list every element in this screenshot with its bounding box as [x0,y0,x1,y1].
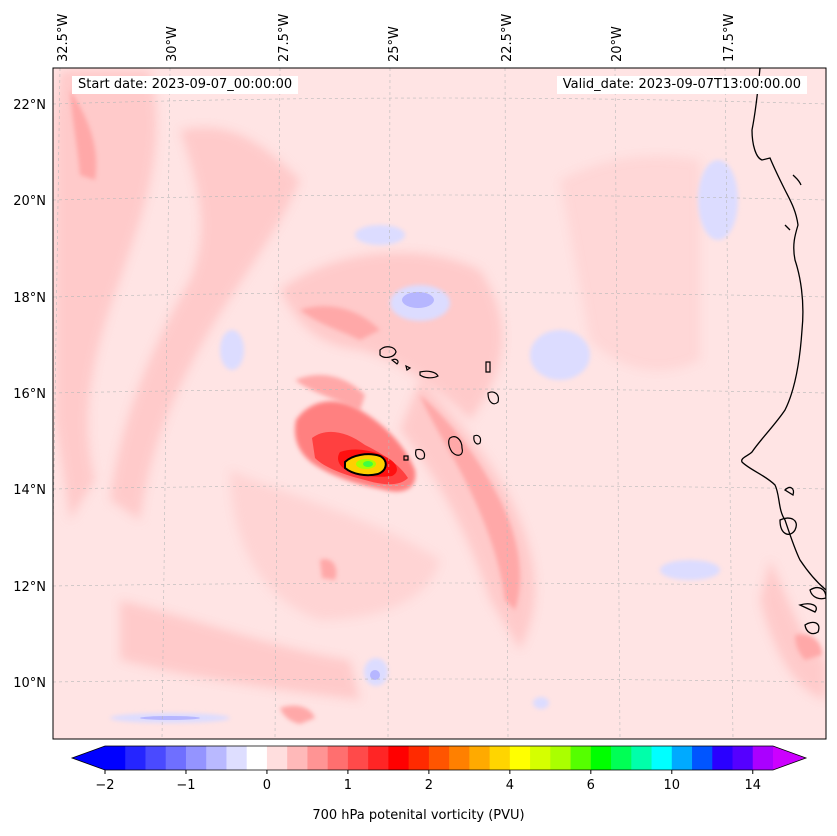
colorbar-cell [125,746,146,770]
colorbar-cell [327,746,349,770]
colorbar-cell [428,746,450,770]
colorbar-cell [408,746,430,770]
lon-label: 25°W [387,26,402,62]
colorbar-cell [105,746,126,770]
colorbar-cell [509,746,531,770]
lon-label: 32.5°W [56,14,71,62]
colorbar-cell [570,746,592,770]
colorbar-tick-label: −1 [176,778,195,793]
colorbar-cell [671,746,693,770]
colorbar-tick-label: 6 [587,778,595,793]
colorbar-label: 700 hPa potenital vorticity (PVU) [312,808,525,823]
colorbar-cell [226,746,248,770]
pv-vorticity-core [294,401,416,492]
longitude-labels: 32.5°W 30°W 27.5°W 25°W 22.5°W 20°W 17.5… [56,14,737,62]
gridlines [53,68,826,739]
colorbar-cell [246,746,268,770]
lat-label: 10°N [13,676,46,691]
lon-label: 17.5°W [722,14,737,62]
colorbar-ticks: −2 −1 0 1 2 4 6 10 14 [95,770,761,793]
island-santo-antao [379,346,397,358]
colorbar-cell [469,746,491,770]
valid-date-label: Valid_date: 2023-09-07T13:00:00.00 [556,76,807,94]
start-date-label: Start date: 2023-09-07_00:00:00 [72,76,299,94]
lon-label: 30°W [165,26,180,62]
colorbar-tick-label: 4 [506,778,514,793]
colorbar-tick-label: 1 [344,778,352,793]
lat-label: 18°N [13,291,46,306]
colorbar-cell [287,746,308,770]
lon-label: 27.5°W [277,14,292,62]
colorbar-cell [732,746,754,770]
map-area [53,68,826,739]
latitude-labels: 22°N 20°N 18°N 16°N 14°N 12°N 10°N [13,98,46,691]
lat-label: 14°N [13,483,46,498]
lat-label: 12°N [13,580,46,595]
colorbar-cell [631,746,653,770]
pv-moderate-bands [70,90,822,724]
colorbar-under-arrow [72,746,105,770]
pv-negative-cores [140,292,434,720]
lon-label: 22.5°W [500,14,515,62]
lat-label: 22°N [13,98,46,113]
colorbar: −2 −1 0 1 2 4 6 10 14 [70,745,808,793]
map-frame [52,67,827,740]
colorbar-cell [651,746,673,770]
colorbar-cell [590,746,612,770]
colorbar-cell [550,746,572,770]
colorbar-tick-label: 2 [425,778,433,793]
colorbar-cell [266,746,288,770]
pv-negative-patches [110,160,738,723]
colorbar-cells [105,746,774,770]
colorbar-cell [692,746,713,770]
west-africa-coastline [741,68,826,591]
colorbar-cell [368,746,389,770]
colorbar-tick-label: −2 [95,778,114,793]
colorbar-cell [145,746,167,770]
colorbar-tick-label: 0 [263,778,271,793]
coastline [741,68,826,635]
lat-label: 20°N [13,194,46,209]
colorbar-cell [185,746,207,770]
colorbar-cell [449,746,470,770]
colorbar-cell [530,746,551,770]
colorbar-cell [712,746,734,770]
lon-label: 20°W [610,26,625,62]
colorbar-cell [165,746,187,770]
colorbar-cell [489,746,511,770]
colorbar-cell [752,746,774,770]
colorbar-cell [347,746,369,770]
colorbar-cell [206,746,227,770]
colorbar-over-arrow [773,746,806,770]
colorbar-cell [611,746,632,770]
colorbar-tick-label: 10 [664,778,681,793]
lat-label: 16°N [13,387,46,402]
cabo-verde-islands [379,346,499,461]
colorbar-cell [388,746,410,770]
colorbar-cell [307,746,329,770]
colorbar-tick-label: 14 [744,778,761,793]
pv-weak-bands [55,70,826,700]
